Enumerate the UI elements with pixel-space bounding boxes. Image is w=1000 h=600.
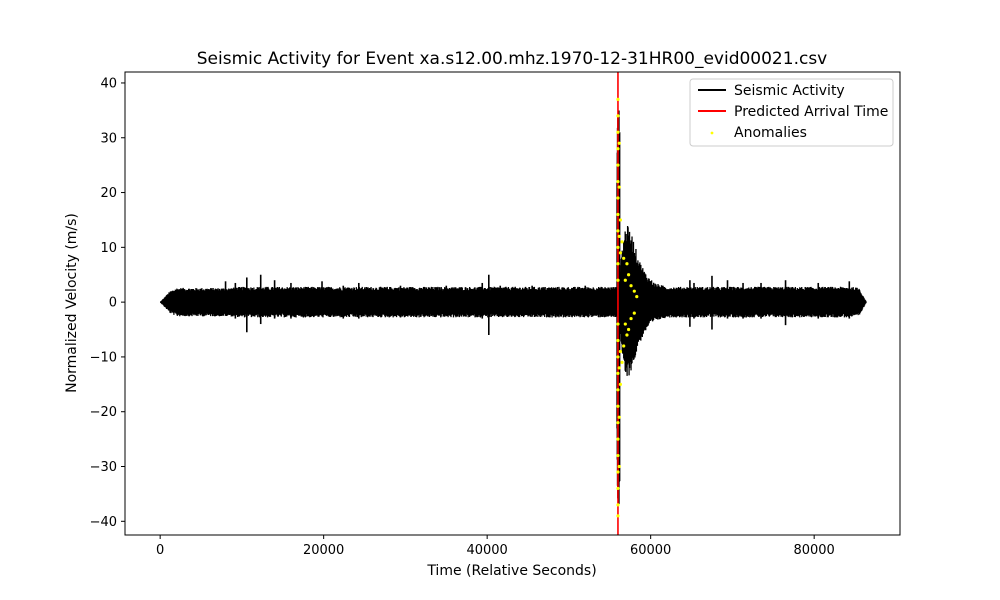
plot-area [159,72,867,535]
anomaly-point [618,251,623,255]
anomaly-point [618,218,623,222]
y-tick-label: 30 [100,131,117,146]
anomaly-point [616,278,620,282]
anomaly-point [616,453,620,458]
y-tick-label: −40 [90,515,117,530]
x-tick-label: 20000 [303,543,344,558]
anomaly-point [632,311,636,315]
anomaly-point [616,388,620,392]
x-axis: 0 20000 40000 60000 80000 [156,535,835,558]
anomaly-point [625,262,629,266]
x-tick-label: 80000 [793,543,834,558]
anomaly-point [616,437,620,441]
anomaly-point [616,147,620,151]
legend-anomalies-swatch [710,131,714,135]
legend-box [689,78,894,147]
anomaly-point [616,338,620,343]
chart-title: Seismic Activity for Event xa.s12.00.mhz… [197,49,828,69]
anomaly-point [635,295,639,299]
anomaly-point [618,382,623,386]
anomaly-point [616,245,620,249]
anomaly-point [620,240,624,244]
y-tick-label: −30 [90,460,117,475]
anomaly-point [617,464,621,469]
x-tick-label: 60000 [630,543,671,558]
anomaly-point [616,179,620,184]
y-tick-label: 20 [100,186,117,201]
legend-anomalies-label: Anomalies [734,125,807,141]
y-tick-label: −10 [90,350,117,365]
anomaly-point [622,256,626,260]
anomaly-point [616,514,620,518]
anomaly-point [632,289,636,293]
anomaly-point [623,322,627,326]
anomaly-point [616,163,620,167]
anomaly-point [616,404,620,408]
anomaly-point [616,486,620,491]
plot-frame [124,71,901,536]
anomaly-point [617,185,621,189]
y-tick-label: 10 [100,241,117,256]
x-axis-label: Time (Relative Seconds) [426,563,596,579]
anomaly-point [616,371,620,375]
anomaly-point [616,322,620,326]
anomaly-point [616,196,620,200]
anomaly-point [626,273,631,277]
anomaly-point [623,278,627,282]
anomaly-point [616,421,620,425]
y-axis-label: Normalized Velocity (m/s) [64,213,80,393]
anomaly-point [616,130,620,134]
y-tick-label: 0 [109,296,117,311]
anomaly-point [629,284,633,288]
anomaly-point [617,234,621,238]
anomaly-point [616,470,620,474]
legend-arrival-label: Predicted Arrival Time [734,104,888,120]
anomaly-point [626,327,631,332]
anomaly-point [620,360,624,365]
y-axis: 40 30 20 10 0 −10 −20 −30 −40 [90,76,125,530]
anomaly-point [616,355,620,359]
anomaly-point [622,344,626,348]
anomaly-point [616,114,620,118]
anomaly-point [629,316,633,321]
anomaly-point [616,229,620,233]
anomaly-point [617,366,621,370]
x-tick-label: 0 [156,543,164,558]
anomaly-point [616,212,620,217]
legend: Seismic Activity Predicted Arrival Time … [689,78,894,147]
anomaly-point [617,141,621,145]
y-tick-label: −20 [90,405,117,420]
anomaly-point [618,349,623,354]
anomaly-point [617,415,621,419]
y-tick-label: 40 [100,76,117,91]
x-tick-label: 40000 [466,543,507,558]
anomaly-point [616,262,620,266]
anomaly-point [616,97,620,101]
anomaly-point [625,333,629,337]
legend-seismic-label: Seismic Activity [734,83,845,99]
anomaly-point [616,503,620,507]
